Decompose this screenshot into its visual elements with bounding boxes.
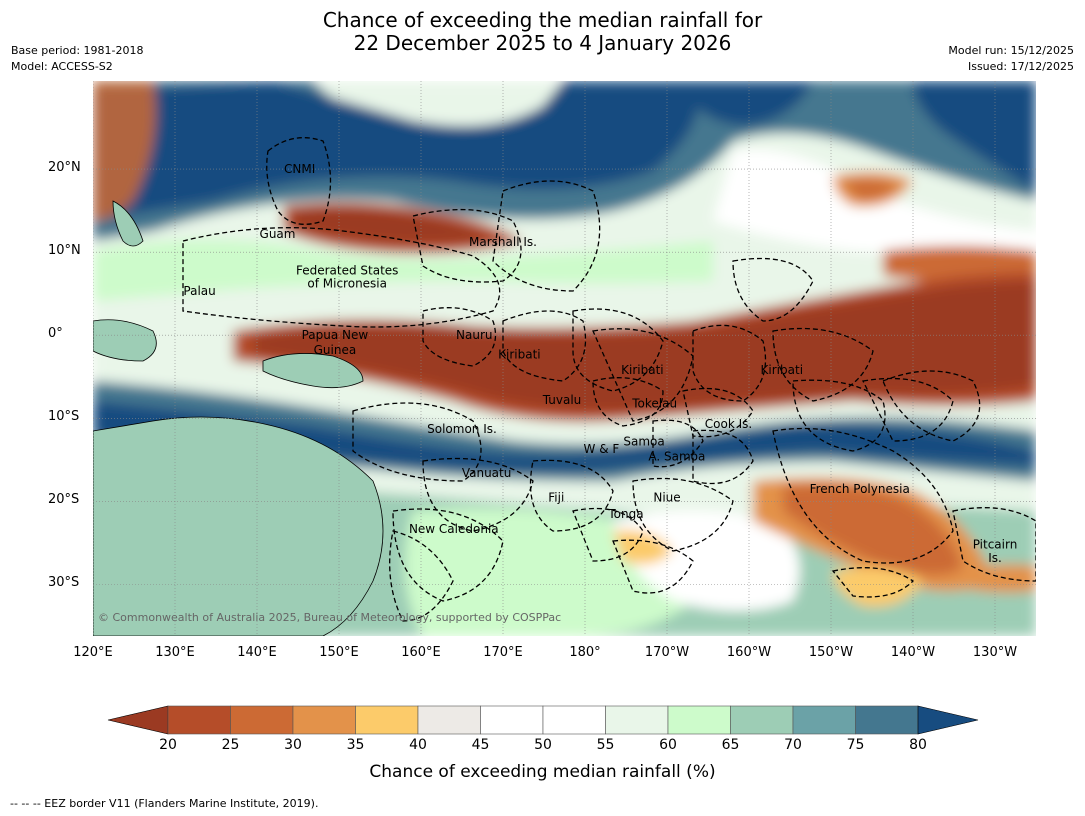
place-label: Palau xyxy=(183,284,215,298)
base-period: Base period: 1981-2018 xyxy=(11,44,144,57)
place-label: Tokelau xyxy=(631,396,677,410)
eez-legend-footer: -- -- -- EEZ border V11 (Flanders Marine… xyxy=(10,797,319,810)
colorbar-bin xyxy=(792,705,856,735)
longitude-label: 160°E xyxy=(401,645,441,660)
latitude-label: 0° xyxy=(48,326,63,342)
issued-date: Issued: 17/12/2025 xyxy=(967,60,1074,73)
eez-borders xyxy=(182,137,1036,622)
place-label: Guam xyxy=(260,227,296,241)
longitude-label: 150°W xyxy=(808,645,854,660)
place-label: CNMI xyxy=(284,162,315,176)
place-label: Guinea xyxy=(314,343,357,357)
place-label: Fiji xyxy=(548,490,564,504)
place-label: A. Samoa xyxy=(648,450,705,464)
colorbar-tick-label: 55 xyxy=(596,737,615,753)
colorbar-bin xyxy=(855,705,919,735)
colorbar-extend-low xyxy=(107,705,169,735)
place-label: Cook Is. xyxy=(705,417,752,431)
map-title-line2: 22 December 2025 to 4 January 2026 xyxy=(353,31,732,55)
colorbar-tick-label: 60 xyxy=(659,737,677,753)
place-label: Solomon Is. xyxy=(427,422,497,436)
model-name: Model: ACCESS-S2 xyxy=(11,60,113,73)
latitude-label: 20°S xyxy=(48,492,80,508)
place-label: Federated States xyxy=(296,263,398,277)
colorbar-extend-high xyxy=(917,705,979,735)
rainfall-map[interactable]: CNMI Guam Marshall Is. Federated States of M… xyxy=(93,81,1036,636)
place-label: of Micronesia xyxy=(307,277,387,291)
longitude-label: 150°E xyxy=(319,645,359,660)
place-label: Pitcairn xyxy=(973,538,1018,552)
colorbar-tick-label: 20 xyxy=(159,737,177,753)
colorbar-tick-label: 35 xyxy=(346,737,365,753)
land-coastlines xyxy=(93,200,384,636)
place-label: Marshall Is. xyxy=(469,235,537,249)
place-label: New Caledonia xyxy=(409,522,499,536)
place-label: Tuvalu xyxy=(542,393,582,407)
place-label: Kiribati xyxy=(761,363,803,377)
latitude-label: 10°S xyxy=(48,409,80,425)
latitude-label: 30°S xyxy=(48,575,80,591)
colorbar xyxy=(0,700,1085,740)
colorbar-tick-label: 25 xyxy=(221,737,240,753)
colorbar-tick-label: 80 xyxy=(909,737,927,753)
longitude-label: 160°W xyxy=(726,645,772,660)
longitude-label: 180° xyxy=(569,645,601,660)
colorbar-tick-label: 45 xyxy=(471,737,490,753)
longitude-label: 120°E xyxy=(73,645,113,660)
copyright-note: © Commonwealth of Australia 2025, Bureau… xyxy=(98,611,561,624)
colorbar-tick-label: 75 xyxy=(846,737,865,753)
place-label: Kiribati xyxy=(498,347,540,361)
place-label: Samoa xyxy=(623,435,664,449)
longitude-label: 130°W xyxy=(972,645,1018,660)
longitude-label: 170°W xyxy=(644,645,690,660)
colorbar-bin xyxy=(292,705,356,735)
colorbar-bin xyxy=(730,705,794,735)
place-label: W & F xyxy=(584,442,620,456)
longitude-label: 140°W xyxy=(890,645,936,660)
colorbar-bin xyxy=(605,705,669,735)
place-label: French Polynesia xyxy=(810,482,910,496)
map-title-line1: Chance of exceeding the median rainfall … xyxy=(322,8,763,32)
place-label: Vanuatu xyxy=(462,466,512,480)
colorbar-title: Chance of exceeding median rainfall (%) xyxy=(369,762,716,782)
colorbar-bin xyxy=(167,705,231,735)
place-label: Nauru xyxy=(456,328,492,342)
colorbar-tick-label: 70 xyxy=(784,737,802,753)
longitude-label: 130°E xyxy=(155,645,195,660)
rainfall-field xyxy=(93,81,1036,636)
place-label: Niue xyxy=(653,490,680,504)
colorbar-bin xyxy=(480,705,544,735)
longitude-label: 140°E xyxy=(237,645,277,660)
colorbar-tick-label: 30 xyxy=(284,737,302,753)
colorbar-bin xyxy=(355,705,419,735)
colorbar-bin xyxy=(667,705,731,735)
place-label: Kiribati xyxy=(621,363,663,377)
place-label: Is. xyxy=(988,551,1002,565)
colorbar-bin xyxy=(230,705,294,735)
grid-lines xyxy=(93,81,1036,636)
colorbar-tick-label: 50 xyxy=(534,737,552,753)
colorbar-bin xyxy=(417,705,481,735)
model-run: Model run: 15/12/2025 xyxy=(948,44,1074,57)
latitude-label: 10°N xyxy=(48,243,81,259)
colorbar-bin xyxy=(542,705,606,735)
longitude-label: 170°E xyxy=(483,645,523,660)
colorbar-tick-label: 40 xyxy=(409,737,427,753)
latitude-label: 20°N xyxy=(48,160,81,176)
place-label: Tonga xyxy=(607,507,643,521)
colorbar-tick-label: 65 xyxy=(721,737,740,753)
place-label: Papua New xyxy=(302,328,369,342)
